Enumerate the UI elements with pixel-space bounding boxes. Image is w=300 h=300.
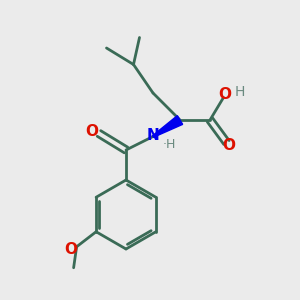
Text: H: H <box>235 85 245 99</box>
Text: O: O <box>64 242 77 257</box>
Text: O: O <box>85 124 98 139</box>
Polygon shape <box>152 116 183 137</box>
Text: O: O <box>222 138 236 153</box>
Text: ·H: ·H <box>163 137 176 151</box>
Text: N: N <box>147 128 159 143</box>
Text: O: O <box>218 87 232 102</box>
